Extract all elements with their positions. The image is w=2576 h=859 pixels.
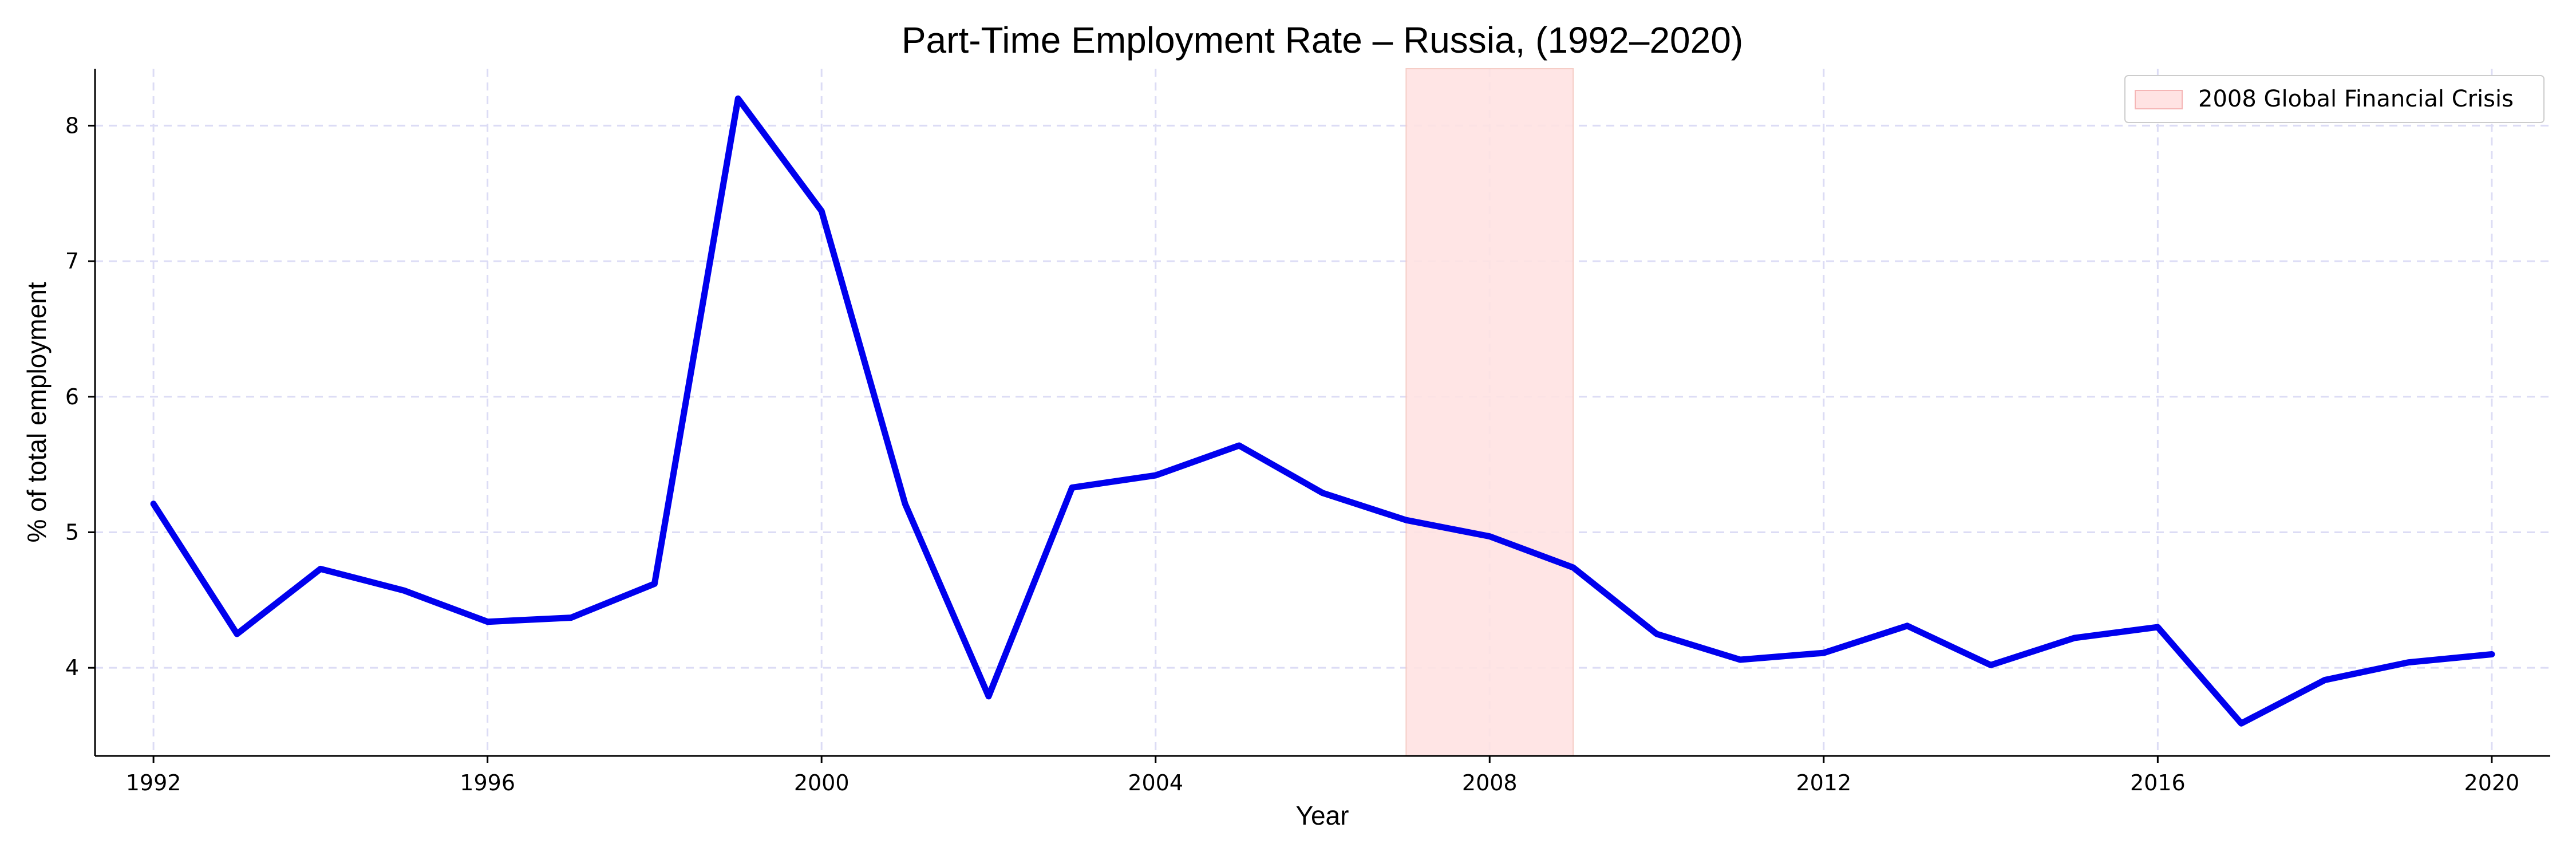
data-point bbox=[487, 621, 488, 622]
x-tick-label: 2020 bbox=[2464, 770, 2520, 795]
x-tick-label: 2004 bbox=[1128, 770, 1183, 795]
data-point bbox=[1906, 625, 1908, 626]
series-line bbox=[150, 95, 2495, 727]
legend-label: 2008 Global Financial Crisis bbox=[2198, 86, 2514, 112]
y-tick-label: 7 bbox=[65, 249, 79, 274]
data-point bbox=[2324, 679, 2326, 681]
data-point bbox=[1405, 519, 1407, 521]
chart-title: Part-Time Employment Rate – Russia, (199… bbox=[902, 19, 1743, 61]
y-tick-label: 5 bbox=[65, 519, 79, 545]
data-point bbox=[2157, 626, 2159, 628]
data-point bbox=[153, 503, 155, 505]
data-point bbox=[1990, 664, 1992, 666]
crisis-region bbox=[1405, 68, 1574, 756]
series-group bbox=[150, 95, 2495, 727]
data-point bbox=[236, 633, 238, 635]
y-tick-label: 4 bbox=[65, 655, 79, 680]
data-point bbox=[1823, 652, 1824, 654]
data-point bbox=[987, 695, 989, 697]
legend: 2008 Global Financial Crisis bbox=[2124, 75, 2545, 123]
data-point bbox=[319, 568, 321, 570]
data-point bbox=[2491, 653, 2492, 655]
y-tick-label: 8 bbox=[65, 113, 79, 138]
x-tick-label: 2008 bbox=[1462, 770, 1518, 795]
y-tick-label: 6 bbox=[65, 384, 79, 409]
data-point bbox=[403, 590, 405, 592]
tick-labels: 1992 1996 2000 2004 2008 2012 2016 2020 4 5 6 7 8 bbox=[65, 113, 2519, 795]
data-point bbox=[2073, 637, 2075, 639]
data-point bbox=[654, 583, 655, 585]
legend-box bbox=[2124, 75, 2545, 123]
x-tick-label: 2016 bbox=[2130, 770, 2186, 795]
data-point bbox=[737, 98, 739, 100]
data-point bbox=[904, 503, 906, 505]
data-point bbox=[1322, 492, 1323, 494]
data-point bbox=[1238, 444, 1240, 446]
data-point bbox=[1573, 567, 1574, 569]
legend-swatch bbox=[2135, 90, 2183, 109]
data-point bbox=[1155, 475, 1156, 476]
x-tick-label: 2012 bbox=[1796, 770, 1851, 795]
data-point bbox=[1489, 535, 1491, 537]
x-tick-label: 1992 bbox=[126, 770, 181, 795]
data-point bbox=[2407, 661, 2409, 663]
x-axis-label: Year bbox=[1296, 801, 1349, 830]
grid-lines bbox=[95, 69, 2550, 756]
y-axis-label: % of total employment bbox=[22, 282, 52, 542]
data-point bbox=[2241, 723, 2242, 724]
data-point bbox=[570, 617, 572, 618]
x-tick-label: 1996 bbox=[460, 770, 515, 795]
axes bbox=[88, 69, 2550, 763]
data-point bbox=[1739, 659, 1741, 660]
x-tick-label: 2000 bbox=[794, 770, 850, 795]
crisis-shading bbox=[1405, 68, 1574, 756]
data-point bbox=[1656, 633, 1658, 635]
data-point bbox=[1071, 487, 1073, 488]
data-point bbox=[821, 210, 823, 212]
